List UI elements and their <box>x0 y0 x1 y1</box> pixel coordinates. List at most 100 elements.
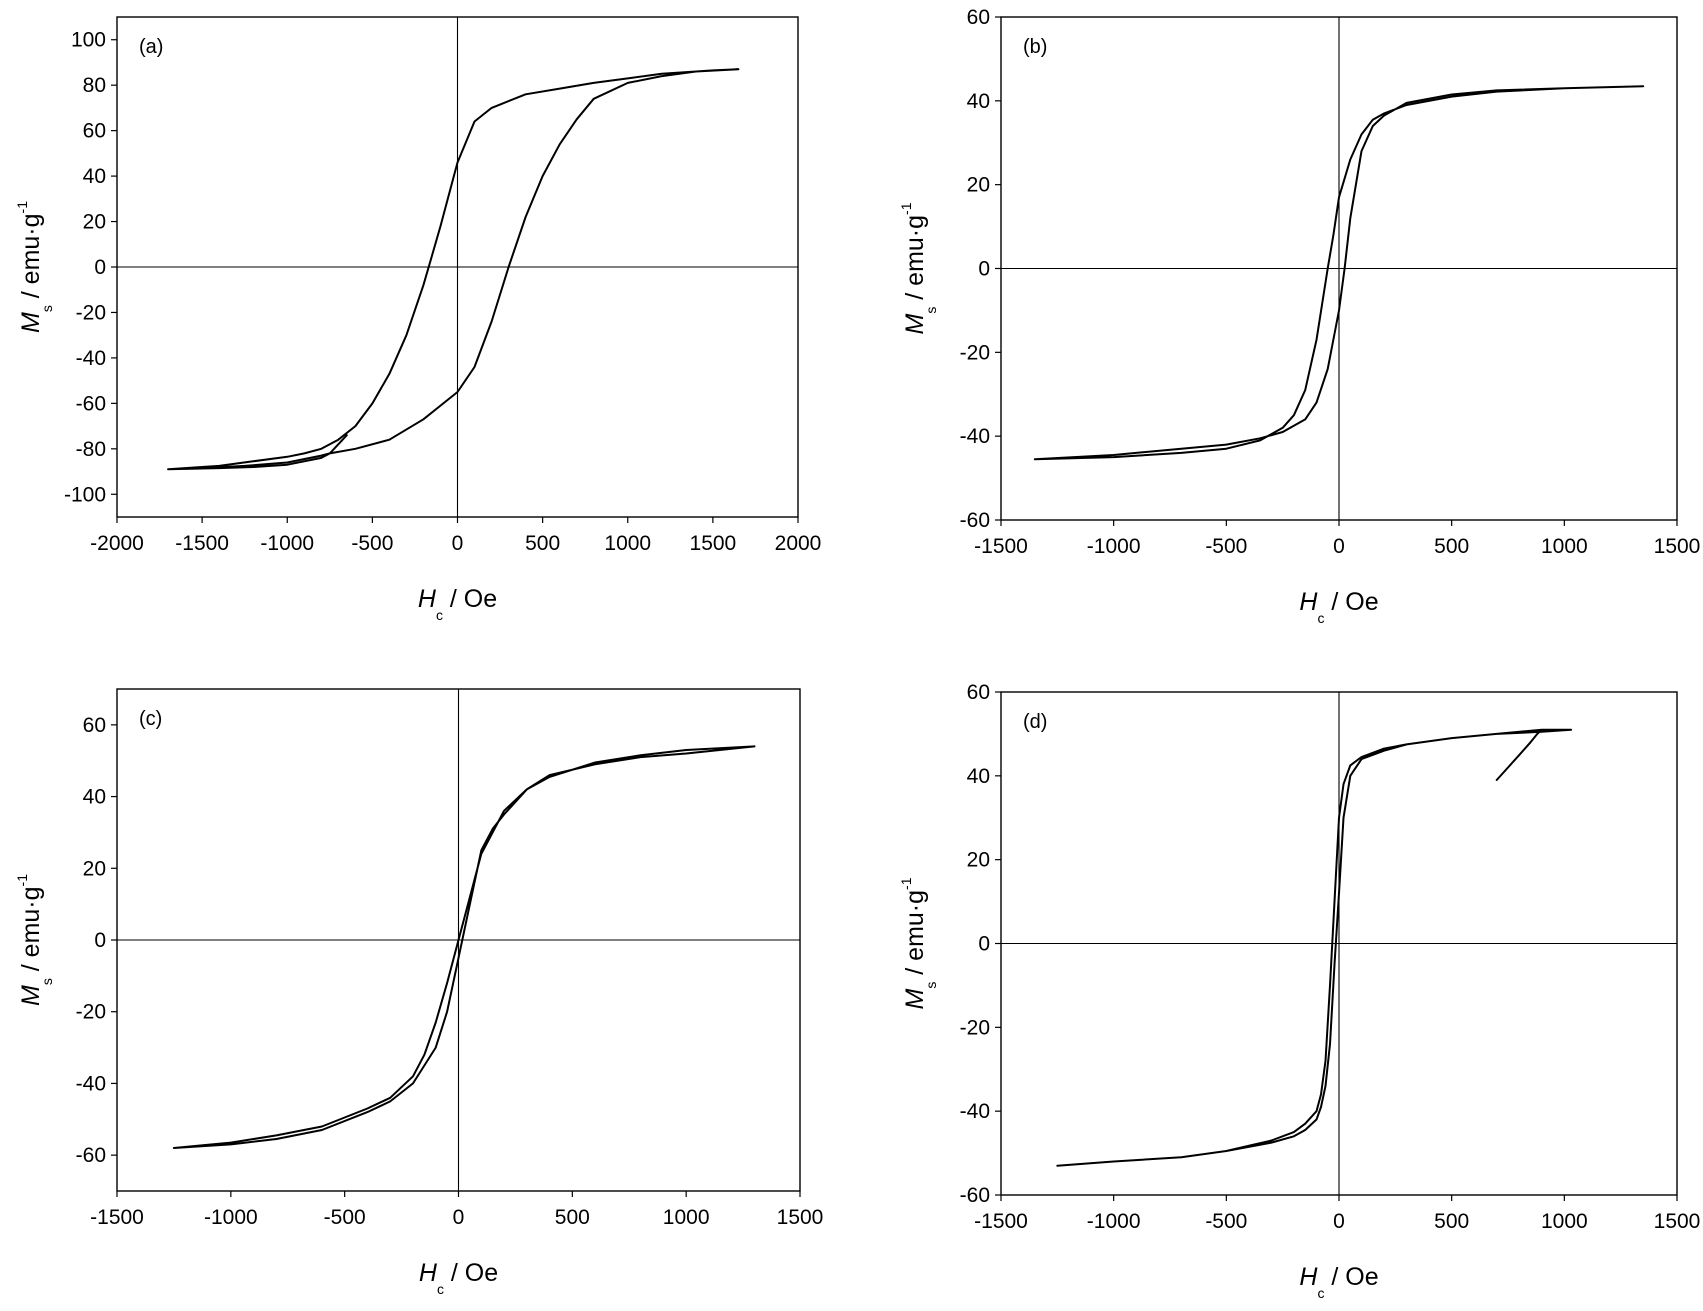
y-tick-label: 0 <box>978 258 990 281</box>
x-axis-label-unit: / Oe <box>1324 1263 1378 1291</box>
y-tick-label: -40 <box>76 347 106 370</box>
y-tick-label: -40 <box>960 1100 990 1123</box>
y-tick-label: -60 <box>960 1184 990 1207</box>
y-tick-label: 20 <box>83 211 106 234</box>
x-tick-label: -500 <box>1205 1210 1247 1233</box>
y-axis-label-unit: / emu·g <box>17 886 45 978</box>
y-tick-label: 40 <box>967 90 990 113</box>
x-tick-label: 1000 <box>663 1206 710 1229</box>
x-tick-label: 500 <box>1434 1210 1469 1233</box>
y-axis-label-symbol: M <box>901 313 929 334</box>
y-tick-label: -60 <box>76 392 106 415</box>
y-axis-label-superscript: -1 <box>14 874 30 887</box>
y-axis-label-superscript: -1 <box>14 201 30 214</box>
y-tick-label: 40 <box>83 165 106 188</box>
y-axis-label-subscript: s <box>39 978 55 985</box>
x-tick-label: -500 <box>1205 535 1247 558</box>
y-tick-label: -20 <box>960 1016 990 1039</box>
x-tick-label: 0 <box>452 532 464 555</box>
y-tick-label: 80 <box>83 74 106 97</box>
x-axis-label-unit: / Oe <box>443 585 497 613</box>
y-tick-label: 40 <box>967 765 990 788</box>
x-axis-label-symbol: H <box>1299 588 1318 616</box>
y-tick-label: -100 <box>64 483 106 506</box>
panel-label: (c) <box>139 708 162 730</box>
x-axis-label-subscript: c <box>1317 1285 1324 1301</box>
x-tick-label: 0 <box>1333 535 1345 558</box>
panel-label: (d) <box>1023 711 1047 733</box>
y-tick-label: -20 <box>960 341 990 364</box>
y-tick-label: 100 <box>71 29 106 52</box>
x-tick-label: -1000 <box>260 532 314 555</box>
y-axis-label-subscript: s <box>923 307 939 314</box>
y-tick-label: -20 <box>76 301 106 324</box>
x-tick-label: 500 <box>525 532 560 555</box>
x-tick-label: 500 <box>555 1206 590 1229</box>
x-tick-label: 1500 <box>1654 1210 1701 1233</box>
x-axis-label-unit: / Oe <box>444 1259 498 1287</box>
x-tick-label: 1500 <box>1654 535 1701 558</box>
y-tick-label: 60 <box>83 120 106 143</box>
x-axis-label: Hc / Oe <box>1299 588 1378 626</box>
y-tick-label: 0 <box>978 933 990 956</box>
x-tick-label: 500 <box>1434 535 1469 558</box>
x-axis-label-subscript: c <box>1317 610 1324 626</box>
x-axis-label-symbol: H <box>1299 1263 1318 1291</box>
y-axis-label-superscript: -1 <box>898 202 914 215</box>
y-tick-label: -60 <box>960 509 990 532</box>
y-tick-label: 20 <box>967 174 990 197</box>
y-tick-label: 20 <box>967 849 990 872</box>
x-axis-label: Hc / Oe <box>419 1259 498 1297</box>
y-axis-label-subscript: s <box>39 305 55 312</box>
y-axis-label-symbol: M <box>17 985 45 1006</box>
x-tick-label: 1000 <box>1541 535 1588 558</box>
y-tick-label: 0 <box>94 929 106 952</box>
y-tick-label: 40 <box>83 786 106 809</box>
x-tick-label: -1000 <box>1087 535 1141 558</box>
x-axis-label-subscript: c <box>437 1281 444 1297</box>
y-tick-label: 20 <box>83 857 106 880</box>
hysteresis-loop <box>1033 85 1645 461</box>
x-tick-label: 1000 <box>604 532 651 555</box>
y-axis-label: Ms / emu·g-1 <box>898 877 939 1009</box>
y-tick-label: 60 <box>967 681 990 704</box>
x-axis-label-symbol: H <box>418 585 437 613</box>
x-tick-label: -2000 <box>90 532 144 555</box>
x-tick-label: 2000 <box>775 532 822 555</box>
y-tick-label: -80 <box>76 438 106 461</box>
x-tick-label: 0 <box>453 1206 465 1229</box>
x-tick-label: -1500 <box>90 1206 144 1229</box>
y-axis-label-symbol: M <box>901 988 929 1009</box>
x-tick-label: 1000 <box>1541 1210 1588 1233</box>
x-axis-label: Hc / Oe <box>1299 1263 1378 1301</box>
x-tick-label: -1000 <box>204 1206 258 1229</box>
y-axis-label: Ms / emu·g-1 <box>14 201 55 333</box>
y-tick-label: 60 <box>83 714 106 737</box>
panel-a: -2000 -1500 -1000 -500 0 500 1000 1500 2000-100-… <box>14 16 822 623</box>
hysteresis-loop <box>172 745 756 1149</box>
x-tick-label: 1500 <box>777 1206 824 1229</box>
y-tick-label: 60 <box>967 6 990 29</box>
panel-b: -1500 -1000 -500 0 500 1000 1500 -60 -40 -20 0 20 40… <box>898 6 1700 626</box>
panel-label: (b) <box>1023 36 1047 58</box>
panel-label: (a) <box>139 36 163 58</box>
y-axis-label-subscript: s <box>923 982 939 989</box>
y-tick-label: -40 <box>960 425 990 448</box>
x-tick-label: -1500 <box>974 535 1028 558</box>
y-axis-label: Ms / emu·g-1 <box>898 202 939 334</box>
y-tick-label: 0 <box>94 256 106 279</box>
x-tick-label: -1500 <box>974 1210 1028 1233</box>
x-axis-label-unit: / Oe <box>1324 588 1378 616</box>
panel-d: -1500 -1000 -500 0 500 1000 1500 -60 -40 -20 0 20 40… <box>898 681 1700 1301</box>
x-tick-label: -1500 <box>175 532 229 555</box>
x-axis-label-symbol: H <box>419 1259 438 1287</box>
x-axis-label-subscript: c <box>436 607 443 623</box>
y-axis-label-unit: / emu·g <box>901 215 929 307</box>
hysteresis-loop <box>1056 728 1573 1167</box>
y-axis-label-superscript: -1 <box>898 877 914 890</box>
y-axis-label-unit: / emu·g <box>901 890 929 982</box>
hysteresis-loop <box>167 68 740 471</box>
x-tick-label: 1500 <box>690 532 737 555</box>
x-tick-label: 0 <box>1333 1210 1345 1233</box>
